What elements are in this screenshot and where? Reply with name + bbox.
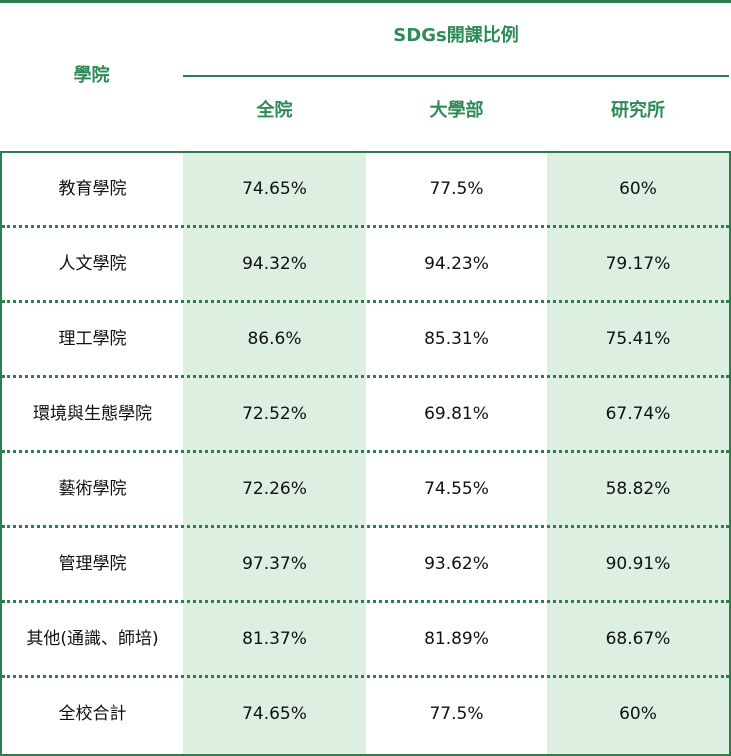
undergrad-ratio: 77.5% bbox=[429, 704, 484, 724]
table-row: 其他(通識、師培) 81.37% 81.89% 68.67% bbox=[2, 603, 729, 678]
top-border-line bbox=[0, 0, 731, 3]
data-table: 教育學院 74.65% 77.5% 60% 人文學院 94.32% 94.23%… bbox=[0, 151, 731, 756]
all-ratio: 74.65% bbox=[242, 704, 307, 724]
graduate-column-header: 研究所 bbox=[611, 100, 665, 121]
table-header: 學院 SDGs開課比例 全院 大學部 研究所 bbox=[0, 3, 731, 153]
graduate-ratio: 68.67% bbox=[605, 629, 671, 649]
college-name: 理工學院 bbox=[58, 329, 127, 349]
all-ratio: 97.37% bbox=[242, 554, 307, 574]
table-row: 環境與生態學院 72.52% 69.81% 67.74% bbox=[2, 378, 729, 453]
table-row: 理工學院 86.6% 85.31% 75.41% bbox=[2, 303, 729, 378]
table-row: 人文學院 94.32% 94.23% 79.17% bbox=[2, 228, 729, 303]
graduate-ratio: 90.91% bbox=[605, 554, 671, 574]
college-name: 環境與生態學院 bbox=[33, 404, 152, 424]
table-row: 教育學院 74.65% 77.5% 60% bbox=[2, 153, 729, 228]
graduate-ratio: 60% bbox=[619, 179, 657, 199]
graduate-ratio: 60% bbox=[619, 704, 657, 724]
all-column-header: 全院 bbox=[256, 100, 293, 121]
college-name: 管理學院 bbox=[58, 554, 127, 574]
graduate-ratio: 75.41% bbox=[605, 329, 671, 349]
graduate-column-shading bbox=[547, 153, 729, 754]
college-name: 藝術學院 bbox=[58, 479, 127, 499]
all-ratio: 86.6% bbox=[247, 329, 302, 349]
total-row: 全校合計 74.65% 77.5% 60% bbox=[2, 678, 729, 753]
undergrad-ratio: 85.31% bbox=[424, 329, 489, 349]
header-divider bbox=[183, 75, 729, 77]
college-name: 全校合計 bbox=[58, 704, 127, 724]
all-ratio: 74.65% bbox=[242, 179, 307, 199]
college-name: 人文學院 bbox=[58, 254, 127, 274]
undergrad-ratio: 69.81% bbox=[424, 404, 489, 424]
table-row: 藝術學院 72.26% 74.55% 58.82% bbox=[2, 453, 729, 528]
undergrad-ratio: 74.55% bbox=[424, 479, 489, 499]
undergrad-ratio: 94.23% bbox=[424, 254, 489, 274]
graduate-ratio: 58.82% bbox=[605, 479, 671, 499]
college-name: 教育學院 bbox=[58, 179, 127, 199]
college-column-header: 學院 bbox=[73, 65, 110, 86]
all-ratio: 72.26% bbox=[242, 479, 307, 499]
all-column-shading bbox=[183, 153, 366, 754]
graduate-ratio: 79.17% bbox=[605, 254, 671, 274]
all-ratio: 94.32% bbox=[242, 254, 307, 274]
graduate-ratio: 67.74% bbox=[605, 404, 671, 424]
college-name: 其他(通識、師培) bbox=[26, 629, 159, 649]
undergrad-column-header: 大學部 bbox=[429, 100, 484, 121]
all-ratio: 72.52% bbox=[242, 404, 307, 424]
undergrad-ratio: 93.62% bbox=[424, 554, 489, 574]
sdgs-ratio-header: SDGs開課比例 bbox=[393, 25, 519, 46]
all-ratio: 81.37% bbox=[242, 629, 307, 649]
undergrad-ratio: 77.5% bbox=[429, 179, 484, 199]
table-row: 管理學院 97.37% 93.62% 90.91% bbox=[2, 528, 729, 603]
undergrad-ratio: 81.89% bbox=[424, 629, 489, 649]
